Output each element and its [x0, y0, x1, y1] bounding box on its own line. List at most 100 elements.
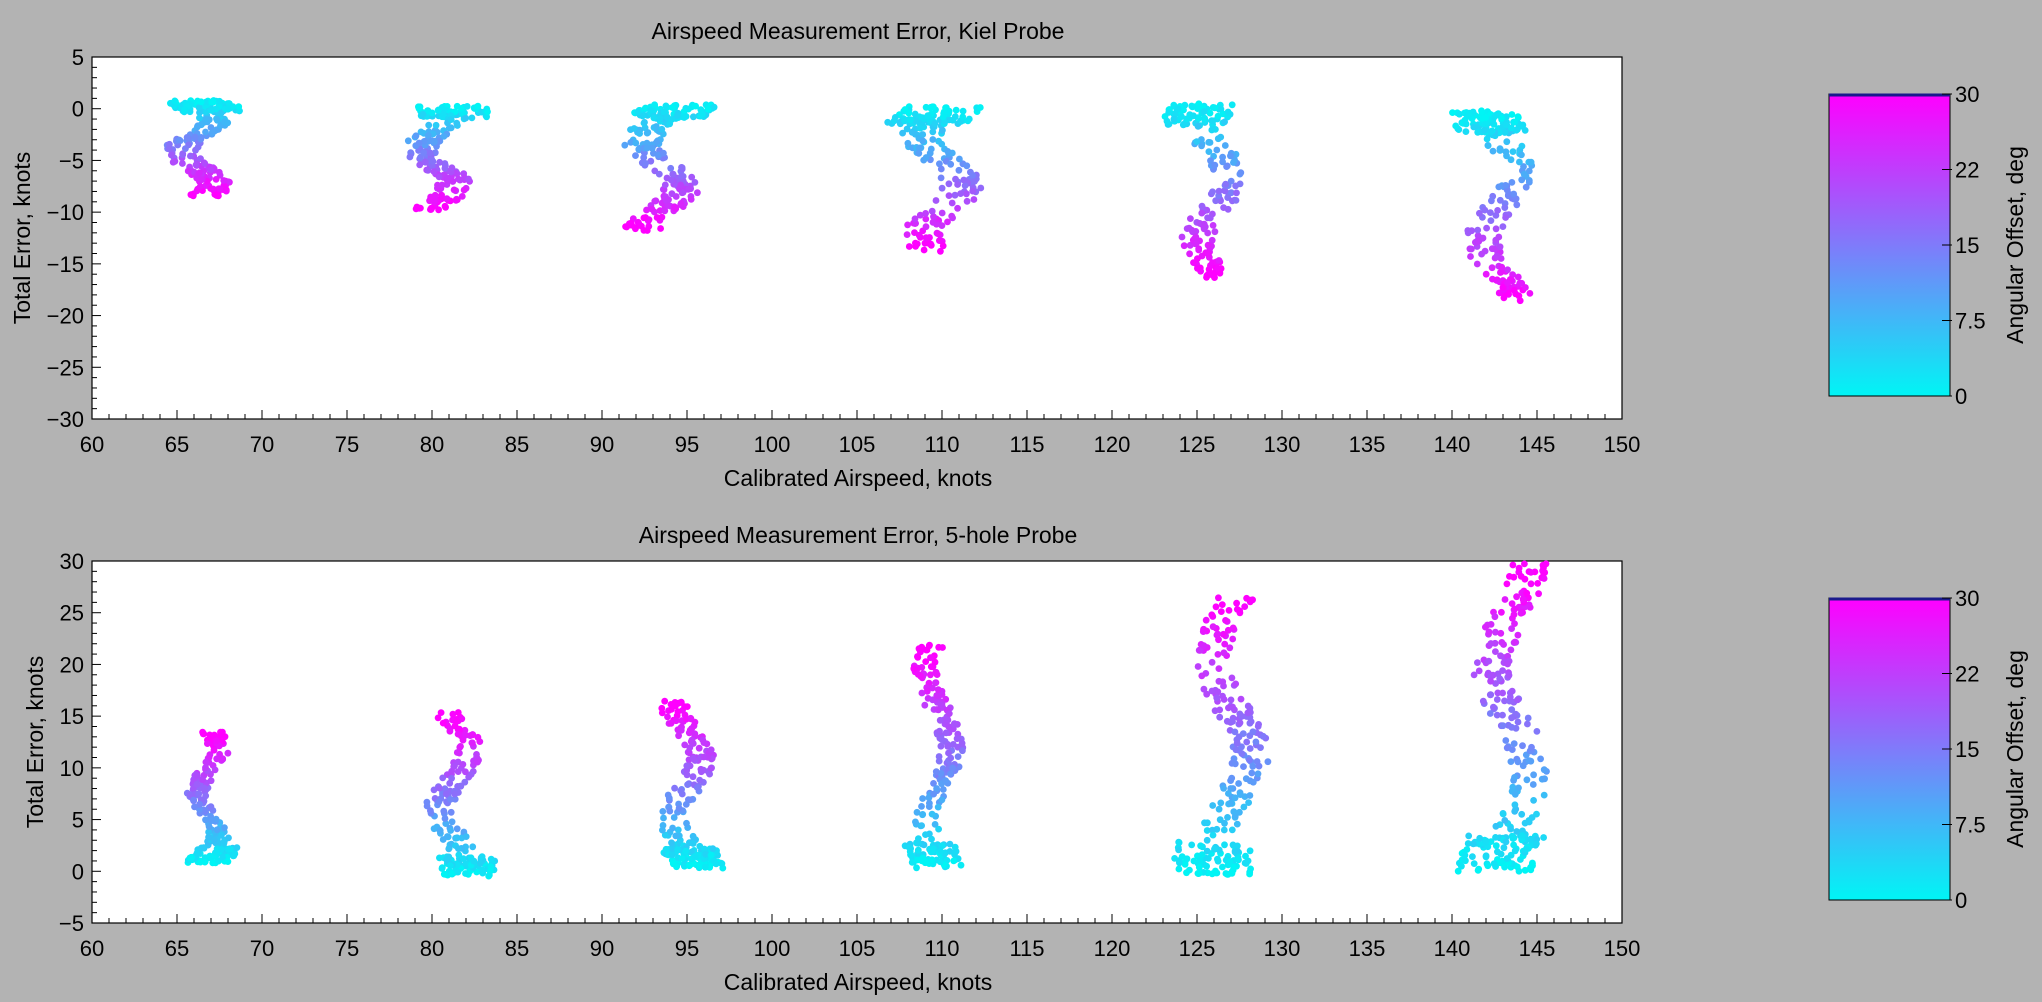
data-point [1211, 845, 1219, 853]
y-tick-label: −30 [47, 407, 84, 432]
data-point [1519, 596, 1527, 603]
data-point [1487, 621, 1495, 628]
data-point [1456, 110, 1463, 118]
data-point [454, 709, 462, 716]
data-point [677, 181, 685, 189]
data-point [455, 845, 462, 852]
data-point [938, 736, 946, 743]
data-point [672, 204, 679, 212]
data-point [193, 780, 201, 788]
data-point [1518, 142, 1526, 150]
y-tick-label: 5 [72, 808, 84, 833]
y-tick-label: −25 [47, 355, 84, 380]
data-point [1235, 780, 1242, 787]
data-point [1530, 797, 1537, 804]
data-point [1198, 202, 1206, 210]
data-point [930, 780, 937, 787]
colorbar-tick-label: 22 [1955, 158, 1979, 183]
data-point [231, 850, 239, 858]
data-point [440, 807, 448, 815]
data-point [462, 870, 469, 877]
data-point [923, 687, 931, 695]
data-point [1514, 696, 1521, 704]
data-point [667, 719, 675, 727]
data-point [225, 100, 233, 107]
data-point [901, 106, 909, 113]
data-point [1508, 723, 1516, 731]
data-point [1214, 651, 1222, 658]
data-point [1511, 620, 1518, 627]
data-point [453, 102, 461, 110]
data-point [948, 212, 956, 220]
data-point [1516, 279, 1524, 287]
data-point [1479, 697, 1487, 705]
data-point [936, 727, 943, 735]
data-point [1452, 122, 1460, 130]
data-point [1209, 117, 1217, 125]
data-point [674, 826, 682, 834]
data-point [217, 109, 225, 117]
data-point [474, 733, 482, 741]
data-point [1209, 104, 1217, 111]
data-point [431, 138, 438, 146]
data-point [1496, 145, 1504, 153]
data-point [1205, 148, 1213, 156]
data-point [910, 665, 918, 673]
data-point [1519, 742, 1526, 750]
data-point [1255, 762, 1263, 770]
x-tick-label: 75 [335, 432, 359, 457]
data-point [1522, 845, 1530, 853]
data-point [1487, 217, 1495, 225]
colorbar-tick-label: 7.5 [1955, 813, 1986, 838]
data-point [1203, 862, 1210, 870]
data-point [945, 723, 952, 730]
x-tick-label: 150 [1604, 432, 1641, 457]
data-point [685, 729, 693, 737]
data-point [963, 197, 971, 205]
data-point [186, 854, 194, 862]
data-point [1208, 826, 1216, 834]
data-point [1228, 870, 1236, 877]
data-point [439, 774, 447, 782]
data-point [660, 108, 668, 116]
data-point [928, 835, 935, 843]
data-point [1198, 209, 1206, 217]
data-point [1458, 862, 1465, 870]
data-point [718, 860, 726, 867]
data-point [672, 832, 680, 840]
data-point [202, 758, 210, 766]
data-point [907, 851, 914, 859]
plot-area [91, 56, 1623, 420]
data-point [430, 825, 438, 833]
data-point [918, 689, 926, 697]
data-point [1190, 857, 1198, 865]
data-point [915, 835, 922, 842]
data-point [939, 786, 947, 793]
data-point [447, 862, 454, 870]
data-point [678, 164, 686, 172]
data-point [1515, 867, 1523, 875]
data-point [659, 808, 667, 815]
data-point [208, 817, 215, 825]
data-point [198, 176, 206, 184]
data-point [435, 798, 443, 806]
data-point [486, 871, 493, 879]
data-point [441, 165, 449, 172]
x-tick-label: 85 [505, 936, 529, 961]
data-point [439, 719, 447, 727]
data-point [415, 104, 423, 112]
data-point [635, 145, 643, 153]
data-point [643, 206, 650, 214]
data-point [1492, 648, 1499, 655]
data-point [636, 130, 643, 137]
data-point [658, 125, 666, 133]
data-point [1503, 855, 1511, 862]
data-point [196, 183, 204, 190]
data-point [1540, 834, 1547, 841]
data-point [669, 170, 677, 178]
data-point [1218, 601, 1226, 608]
data-point [1523, 589, 1531, 597]
data-point [683, 819, 690, 827]
data-point [1209, 188, 1216, 196]
data-point [224, 858, 232, 865]
